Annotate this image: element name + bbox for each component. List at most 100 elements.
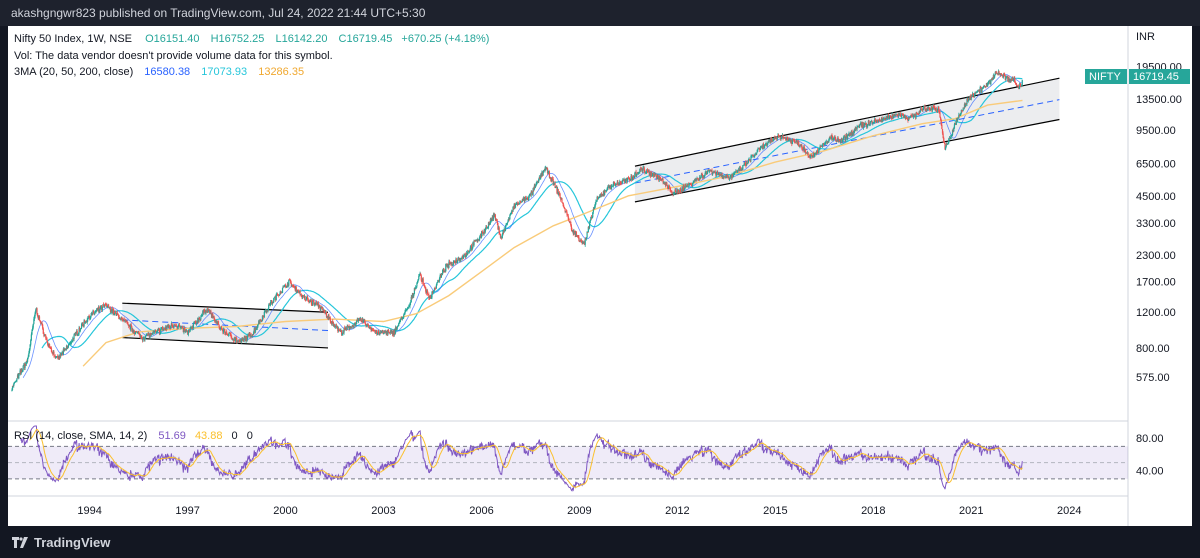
- candle-body: [602, 194, 604, 196]
- candle-body: [614, 182, 616, 186]
- candle-body: [791, 139, 794, 144]
- candle-body: [134, 332, 136, 334]
- candle: [62, 351, 64, 356]
- candle: [766, 142, 768, 148]
- candle: [681, 186, 684, 193]
- tradingview-logo[interactable]: TradingView: [12, 535, 110, 550]
- chart-canvas[interactable]: 575.00800.001200.001700.002300.003300.00…: [8, 26, 1192, 526]
- candle: [187, 329, 189, 337]
- candle-body: [757, 148, 759, 150]
- candle: [1005, 75, 1008, 79]
- candle: [585, 237, 588, 241]
- candle: [151, 332, 154, 335]
- candle-body: [840, 139, 843, 141]
- candle: [995, 70, 998, 74]
- candle: [322, 307, 324, 312]
- time-axis[interactable]: 1994 1997 2000 2003 2006 2009 2012 2015 2018 2021…: [77, 505, 1081, 517]
- candle-body: [356, 318, 358, 321]
- candle-body: [999, 73, 1001, 76]
- candle: [153, 330, 155, 333]
- candle-body: [936, 109, 939, 111]
- candle: [482, 233, 485, 235]
- candle-body: [486, 226, 488, 229]
- candle: [249, 334, 252, 338]
- candle-body: [680, 191, 682, 193]
- candle-body: [778, 136, 780, 138]
- candle-body: [118, 317, 120, 319]
- candle: [705, 170, 707, 176]
- candle-body: [373, 330, 375, 332]
- candle-body: [153, 330, 156, 333]
- candle-body: [970, 95, 972, 99]
- candle: [850, 132, 852, 136]
- candle: [510, 211, 512, 215]
- candle-body: [962, 107, 964, 111]
- candle: [577, 234, 579, 238]
- candle: [555, 186, 557, 189]
- candle: [217, 320, 220, 325]
- candle-body: [837, 138, 839, 142]
- candle: [43, 333, 46, 337]
- candle: [793, 139, 795, 142]
- candle: [163, 326, 165, 331]
- candle-body: [20, 370, 22, 374]
- candle-body: [150, 332, 152, 335]
- candle: [583, 241, 585, 244]
- candle: [594, 204, 596, 210]
- candle: [11, 388, 13, 392]
- candle: [293, 285, 296, 289]
- candle: [533, 186, 535, 192]
- candle: [860, 121, 863, 128]
- candle: [723, 175, 725, 180]
- candle: [480, 233, 482, 239]
- candle-body: [882, 118, 885, 120]
- candle-body: [214, 319, 216, 322]
- candle: [31, 329, 33, 336]
- candle: [673, 191, 675, 195]
- candle: [967, 97, 969, 102]
- candle: [537, 180, 539, 184]
- candle-body: [28, 348, 31, 353]
- candle: [631, 177, 633, 181]
- candle-body: [21, 370, 23, 373]
- candle-body: [341, 334, 343, 335]
- candle-body: [192, 323, 194, 328]
- candle-body: [62, 352, 64, 355]
- candle-body: [423, 285, 426, 288]
- candle-body: [86, 321, 88, 323]
- candle: [355, 322, 357, 327]
- candle-body: [653, 174, 655, 177]
- candle: [131, 325, 133, 332]
- candle: [222, 327, 225, 335]
- rsi-pane[interactable]: [8, 425, 1128, 492]
- candle-body: [975, 92, 977, 93]
- candle: [69, 341, 71, 345]
- candle-body: [965, 104, 967, 105]
- candle-body: [797, 141, 799, 145]
- candle-body: [899, 114, 901, 116]
- candle-body: [848, 133, 850, 135]
- candle: [454, 260, 456, 266]
- chart-frame[interactable]: 575.00 800.00 1200.00 1700.00 2300.00 3300.00…: [8, 26, 1192, 526]
- candle-body: [886, 117, 888, 119]
- candle: [643, 165, 645, 169]
- candle-body: [419, 273, 421, 276]
- candle-body: [274, 296, 276, 298]
- candle-body: [933, 106, 935, 108]
- candle: [999, 73, 1001, 78]
- candle: [439, 273, 441, 280]
- candle: [573, 228, 575, 236]
- candle: [561, 197, 563, 203]
- candle: [623, 177, 625, 182]
- candle: [405, 308, 407, 313]
- candle-body: [526, 197, 529, 200]
- candle-body: [858, 125, 860, 128]
- candle: [827, 140, 829, 143]
- candle: [285, 285, 287, 288]
- candle: [992, 77, 994, 81]
- candle-body: [636, 173, 638, 175]
- candle-body: [927, 108, 929, 110]
- candle-body: [982, 87, 984, 89]
- candle-body: [218, 324, 220, 328]
- candle: [195, 320, 197, 325]
